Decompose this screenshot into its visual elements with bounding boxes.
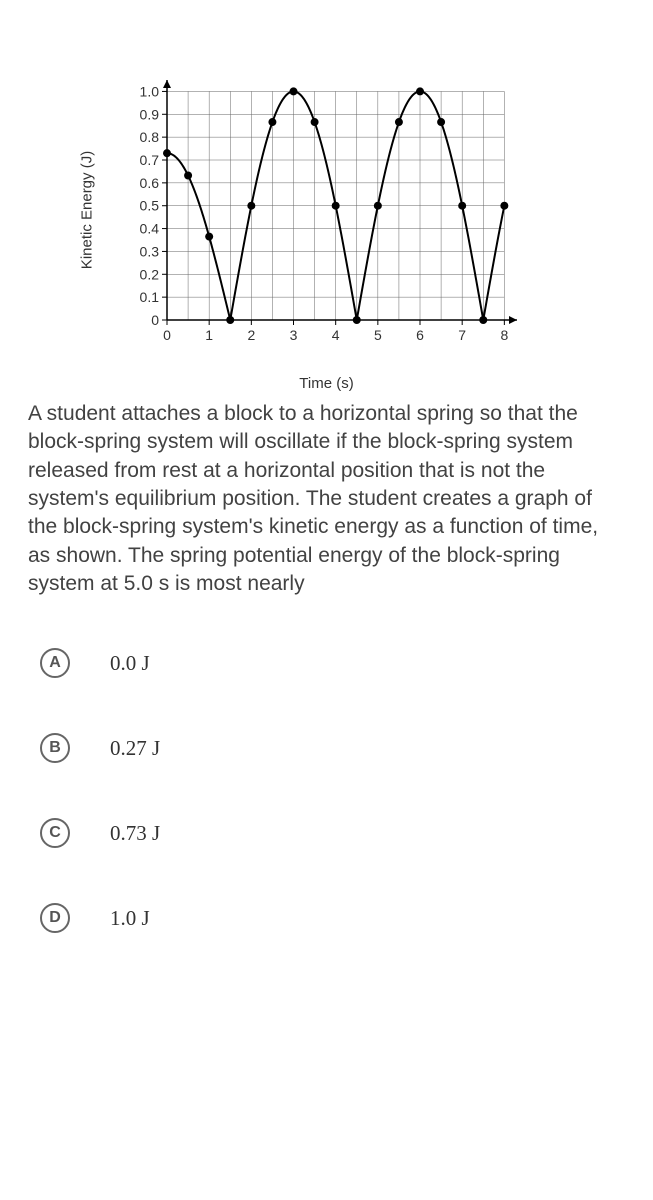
choice-a[interactable]: A 0.0 J bbox=[40, 648, 633, 678]
svg-text:0.8: 0.8 bbox=[139, 129, 159, 145]
svg-text:0.2: 0.2 bbox=[139, 266, 159, 282]
svg-text:0.7: 0.7 bbox=[139, 152, 159, 168]
svg-text:0.3: 0.3 bbox=[139, 243, 159, 259]
choice-text: 0.73 J bbox=[110, 821, 160, 846]
svg-text:0.5: 0.5 bbox=[139, 198, 159, 214]
svg-text:8: 8 bbox=[500, 327, 508, 343]
choice-text: 0.27 J bbox=[110, 736, 160, 761]
choice-bubble: B bbox=[40, 733, 70, 763]
svg-text:0.4: 0.4 bbox=[139, 221, 159, 237]
choice-bubble: A bbox=[40, 648, 70, 678]
chart-container: Kinetic Energy (J) Time (s) 01234567800.… bbox=[20, 70, 633, 350]
choice-list: A 0.0 J B 0.27 J C 0.73 J D 1.0 J bbox=[40, 648, 633, 933]
svg-text:0.6: 0.6 bbox=[139, 175, 159, 191]
svg-text:6: 6 bbox=[416, 327, 424, 343]
choice-text: 1.0 J bbox=[110, 906, 150, 931]
choice-text: 0.0 J bbox=[110, 651, 150, 676]
svg-text:0.9: 0.9 bbox=[139, 106, 159, 122]
svg-text:0.1: 0.1 bbox=[139, 289, 159, 305]
svg-text:5: 5 bbox=[373, 327, 381, 343]
y-axis-label: Kinetic Energy (J) bbox=[78, 151, 95, 269]
choice-c[interactable]: C 0.73 J bbox=[40, 818, 633, 848]
svg-text:1.0: 1.0 bbox=[139, 83, 159, 99]
svg-text:2: 2 bbox=[247, 327, 255, 343]
svg-text:1: 1 bbox=[205, 327, 213, 343]
svg-text:0: 0 bbox=[151, 312, 159, 328]
svg-text:4: 4 bbox=[331, 327, 339, 343]
x-axis-label: Time (s) bbox=[299, 375, 353, 392]
question-text: A student attaches a block to a horizont… bbox=[28, 400, 625, 598]
svg-text:3: 3 bbox=[289, 327, 297, 343]
svg-text:0: 0 bbox=[163, 327, 171, 343]
choice-bubble: C bbox=[40, 818, 70, 848]
choice-bubble: D bbox=[40, 903, 70, 933]
chart-svg: 0 1 2 3 4 5 6 7 8 0 0.1 0.2 0.3 0.4 0.5 0.6 0.7 0.8 0.9 1.0 bbox=[117, 70, 537, 350]
kinetic-energy-chart: Kinetic Energy (J) Time (s) 01234567800.… bbox=[117, 70, 537, 350]
choice-b[interactable]: B 0.27 J bbox=[40, 733, 633, 763]
svg-text:7: 7 bbox=[458, 327, 466, 343]
choice-d[interactable]: D 1.0 J bbox=[40, 903, 633, 933]
